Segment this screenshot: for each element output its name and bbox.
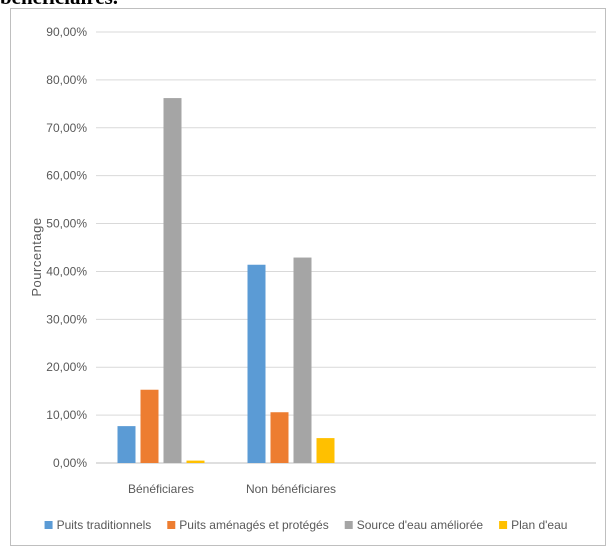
x-tick-label: Non bénéficiares [246,482,336,496]
legend-swatch [167,521,176,529]
y-tick-label: 40,00% [46,264,87,278]
bars [117,98,335,463]
legend-swatch [44,521,53,529]
legend: Puits traditionnels Puits aménagés et pro… [44,518,567,532]
legend-label: Puits aménagés et protégés [179,518,328,532]
bar [247,264,266,463]
y-tick-label: 80,00% [46,73,87,87]
bar [117,426,136,463]
y-tick-label: 20,00% [46,360,87,374]
legend-swatch [499,521,508,529]
legend-label: Source d'eau améliorée [357,518,484,532]
y-tick-label: 60,00% [46,169,87,183]
legend-item: Plan d'eau [499,518,567,532]
legend-item: Puits traditionnels [44,518,152,532]
bar [163,98,182,463]
bar [186,460,205,463]
x-axis-ticks: Bénéficiares Non bénéficiares [128,482,336,496]
legend-label: Puits traditionnels [57,518,152,532]
y-tick-label: 30,00% [46,312,87,326]
y-tick-label: 90,00% [46,25,87,39]
legend-swatch [344,521,353,529]
y-tick-label: 0,00% [53,456,87,470]
page-heading: bénéficiaires. [0,0,612,9]
y-tick-label: 70,00% [46,121,87,135]
legend-item: Puits aménagés et protégés [167,518,329,532]
x-tick-label: Bénéficiares [128,482,194,496]
y-axis-label: Pourcentage [29,217,44,296]
bar [316,438,335,463]
y-axis-ticks: 0,00% 10,00% 20,00% 30,00% 40,00% 50,00% 60,00… [46,25,87,470]
bar [293,257,312,463]
legend-item: Source d'eau améliorée [344,518,484,532]
bar [140,389,159,463]
legend-label: Plan d'eau [511,518,567,532]
y-tick-label: 50,00% [46,217,87,231]
bar [270,412,289,463]
y-tick-label: 10,00% [46,408,87,422]
